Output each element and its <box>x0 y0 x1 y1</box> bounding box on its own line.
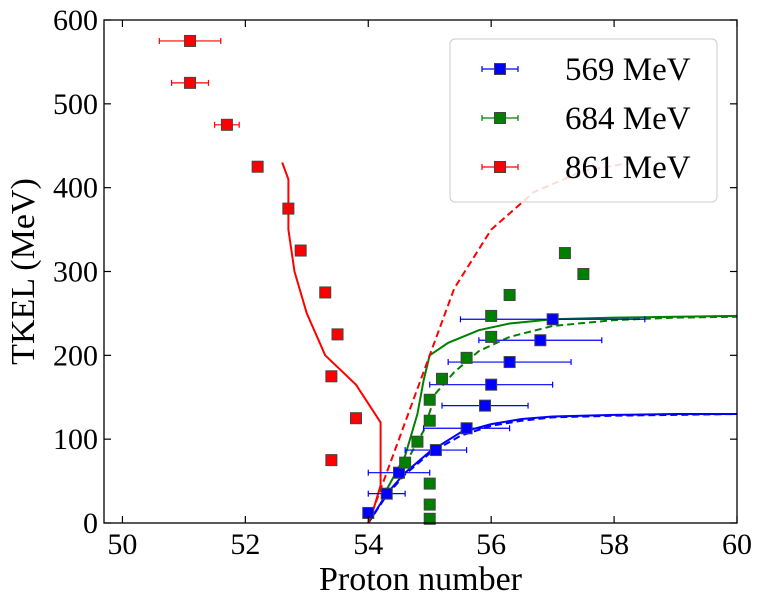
x-tick-label: 52 <box>230 528 260 561</box>
data-point <box>486 310 497 321</box>
marker-square <box>412 436 423 447</box>
model-curve-3 <box>387 316 737 490</box>
x-tick-label: 60 <box>722 528 752 561</box>
marker-square <box>252 161 263 172</box>
y-tick-label: 600 <box>53 4 98 37</box>
legend-marker <box>495 64 506 75</box>
data-point <box>424 478 435 489</box>
x-tick-label: 50 <box>107 528 137 561</box>
data-point <box>424 394 435 405</box>
data-point <box>486 331 497 342</box>
legend-label: 684 MeV <box>565 101 691 137</box>
marker-square <box>461 352 472 363</box>
marker-square <box>559 248 570 259</box>
marker-square <box>424 499 435 510</box>
x-axis-label: Proton number <box>319 561 523 598</box>
marker-square <box>221 119 232 130</box>
marker-square <box>430 445 441 456</box>
data-point <box>424 415 435 426</box>
y-tick-label: 0 <box>83 507 98 540</box>
data-point <box>430 379 553 390</box>
marker-square <box>535 335 546 346</box>
x-tick-label: 56 <box>476 528 506 561</box>
marker-square <box>326 371 337 382</box>
marker-square <box>295 245 306 256</box>
x-tick-label: 54 <box>353 528 383 561</box>
data-point <box>442 400 528 411</box>
legend: 569 MeV 684 MeV 861 MeV <box>450 39 717 202</box>
legend-marker <box>495 113 506 124</box>
y-tick-label: 500 <box>53 88 98 121</box>
marker-square <box>185 35 196 46</box>
model-curve-5 <box>282 163 380 524</box>
data-point <box>437 373 448 384</box>
data-point <box>320 287 331 298</box>
marker-square <box>461 423 472 434</box>
marker-square <box>486 331 497 342</box>
marker-square <box>381 488 392 499</box>
data-point <box>368 467 429 478</box>
data-point <box>412 436 423 447</box>
marker-square <box>480 400 491 411</box>
y-tick-label: 300 <box>53 256 98 289</box>
y-tick-label: 100 <box>53 423 98 456</box>
data-point <box>215 119 240 130</box>
marker-square <box>424 415 435 426</box>
data-point <box>461 352 472 363</box>
marker-square <box>504 357 515 368</box>
marker-square <box>424 478 435 489</box>
legend-label: 861 MeV <box>565 150 691 186</box>
data-point <box>252 161 263 172</box>
marker-square <box>437 373 448 384</box>
data-point <box>504 289 515 300</box>
data-point <box>559 248 570 259</box>
data-point <box>295 245 306 256</box>
marker-square <box>332 329 343 340</box>
chart: 50 52 54 56 58 600100200300400500600 Proton n… <box>0 0 763 606</box>
y-tick-label: 200 <box>53 339 98 372</box>
marker-square <box>486 310 497 321</box>
marker-square <box>326 455 337 466</box>
data-point <box>159 35 220 46</box>
marker-square <box>504 289 515 300</box>
data-point <box>326 371 337 382</box>
legend-marker <box>495 162 506 173</box>
x-tick-label: 58 <box>599 528 629 561</box>
data-point <box>424 499 435 510</box>
marker-square <box>400 457 411 468</box>
marker-square <box>424 394 435 405</box>
data-point <box>172 77 209 88</box>
y-axis-label: TKEL (MeV) <box>5 178 42 365</box>
data-point <box>578 269 589 280</box>
marker-square <box>283 203 294 214</box>
model-curve-6 <box>368 163 632 524</box>
marker-square <box>185 77 196 88</box>
y-tick-label: 400 <box>53 172 98 205</box>
data-point <box>479 335 602 346</box>
data-point <box>350 413 361 424</box>
model-curves <box>282 163 737 524</box>
data-point <box>326 455 337 466</box>
marker-square <box>393 467 404 478</box>
data-point <box>368 488 405 499</box>
marker-square <box>320 287 331 298</box>
data-point <box>332 329 343 340</box>
model-curve-4 <box>405 317 737 465</box>
marker-square <box>350 413 361 424</box>
data-point <box>400 457 411 468</box>
marker-square <box>578 269 589 280</box>
marker-square <box>547 314 558 325</box>
marker-square <box>486 379 497 390</box>
legend-label: 569 MeV <box>565 52 691 88</box>
data-point <box>283 203 294 214</box>
